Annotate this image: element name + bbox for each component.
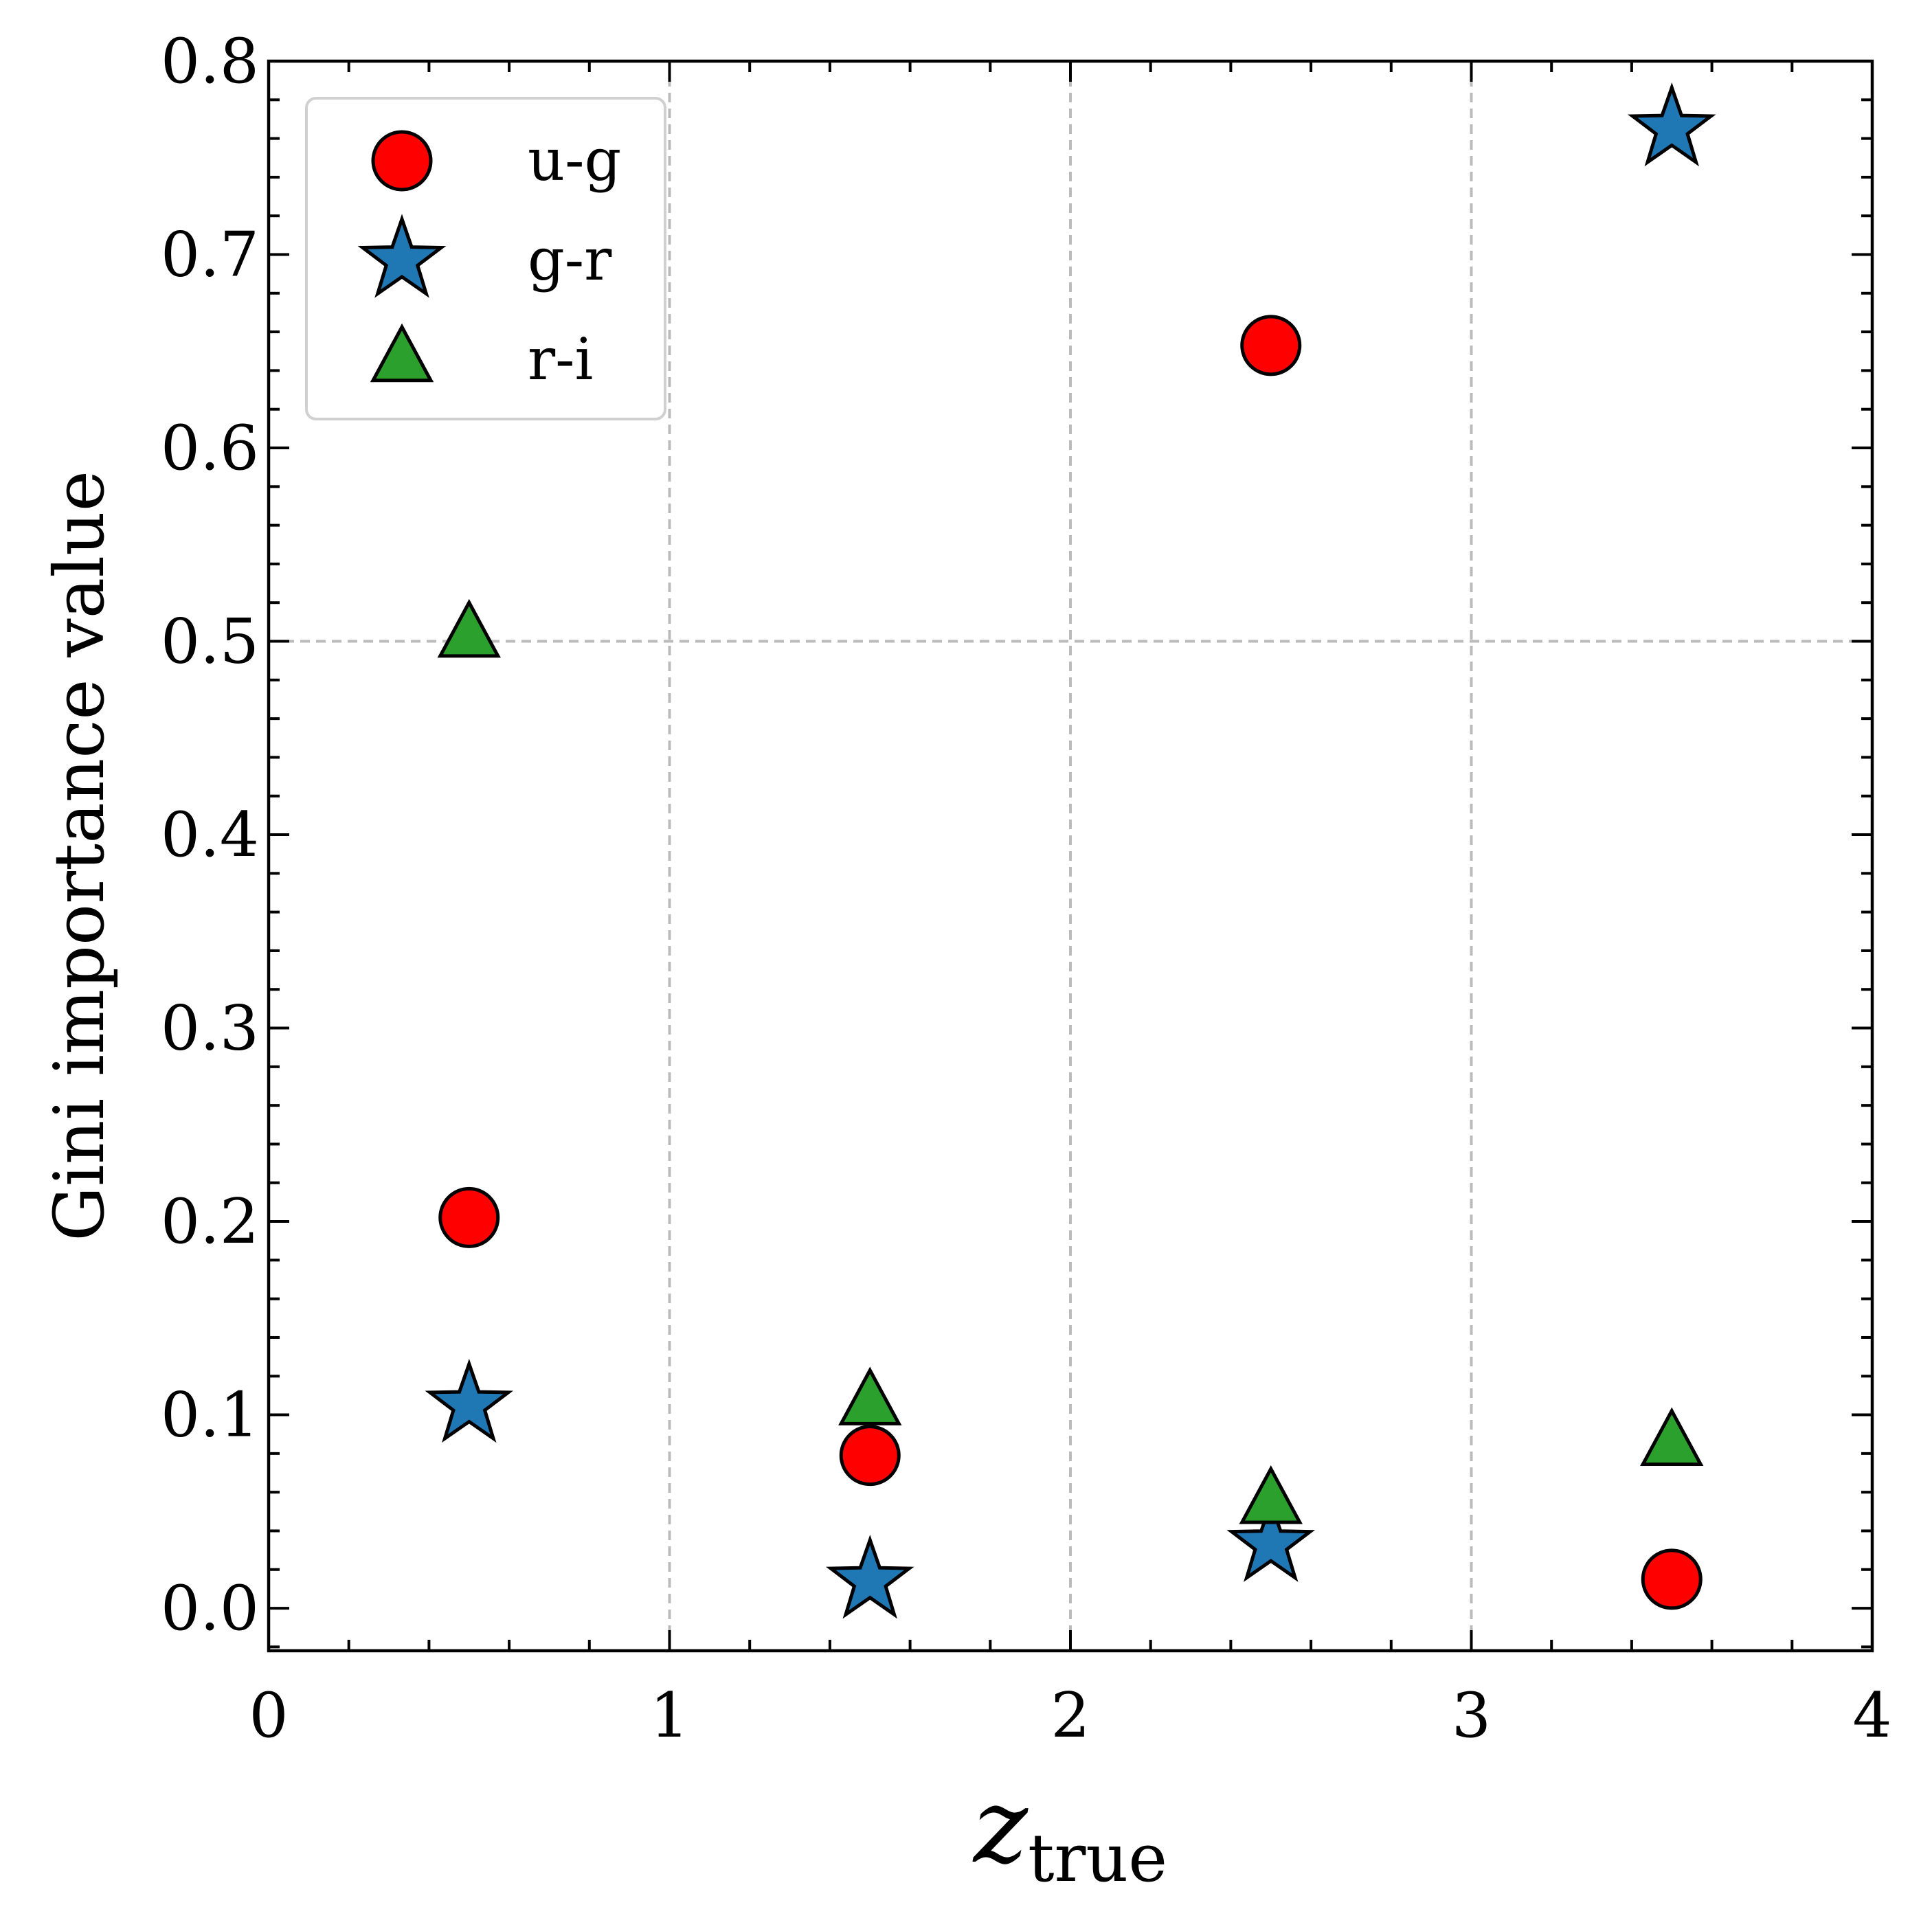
legend-star-marker [357, 214, 447, 298]
legend-triangle-marker [370, 323, 434, 383]
x-tick-labels: 0 1 2 3 4 [249, 1680, 1891, 1752]
g-r-star-point [425, 1358, 514, 1443]
legend-label-u-g: u-g [528, 126, 621, 194]
r-i-triangle-point [437, 598, 501, 658]
x-tick-label: 2 [1051, 1680, 1090, 1752]
y-tick-label: 0.4 [161, 799, 259, 871]
x-tick-label: 3 [1452, 1680, 1491, 1752]
g-r-star-point [1226, 1498, 1316, 1582]
u-g-circle-point [839, 1425, 901, 1487]
legend: u-g g-r r-i [305, 97, 666, 420]
y-tick-label: 0.5 [161, 606, 259, 678]
y-axis-title: Gini importance value [39, 471, 120, 1241]
g-r-star-point [1627, 82, 1716, 167]
r-i-triangle-point [838, 1366, 902, 1425]
x-tick-label: 1 [650, 1680, 689, 1752]
legend-items: u-g g-r r-i [357, 126, 621, 393]
x-axis-title-main: z [972, 1767, 1029, 1886]
x-axis-title-subscript: true [1028, 1820, 1167, 1897]
g-r-star-point [825, 1535, 914, 1619]
x-tick-label: 0 [249, 1680, 288, 1752]
y-tick-label: 0.3 [161, 993, 259, 1065]
u-g-circle-point [1641, 1548, 1703, 1610]
minor-ticks [269, 61, 1872, 1651]
plot-frame [267, 59, 1874, 1653]
y-tick-label: 0.0 [161, 1572, 259, 1645]
x-axis-title: ztrue [972, 1767, 1167, 1897]
y-tick-label: 0.7 [161, 219, 259, 291]
u-g-circle-point [438, 1186, 500, 1248]
x-tick-label: 4 [1852, 1680, 1891, 1752]
r-i-triangle-point [1239, 1465, 1303, 1524]
legend-label-r-i: r-i [528, 326, 593, 393]
y-tick-label: 0.1 [161, 1379, 259, 1452]
grid-lines [269, 61, 1872, 1651]
data-markers [425, 82, 1716, 1619]
r-i-triangle-point [1640, 1407, 1704, 1467]
legend-label-g-r: g-r [528, 226, 612, 293]
u-g-circle-point [1240, 315, 1302, 376]
y-tick-label: 0.2 [161, 1186, 259, 1258]
y-tick-label: 0.6 [161, 412, 259, 484]
y-tick-label: 0.8 [161, 25, 259, 98]
legend-circle-marker [371, 130, 433, 192]
y-tick-labels: 0.0 0.1 0.2 0.3 0.4 0.5 0.6 0.7 0.8 [161, 25, 259, 1645]
